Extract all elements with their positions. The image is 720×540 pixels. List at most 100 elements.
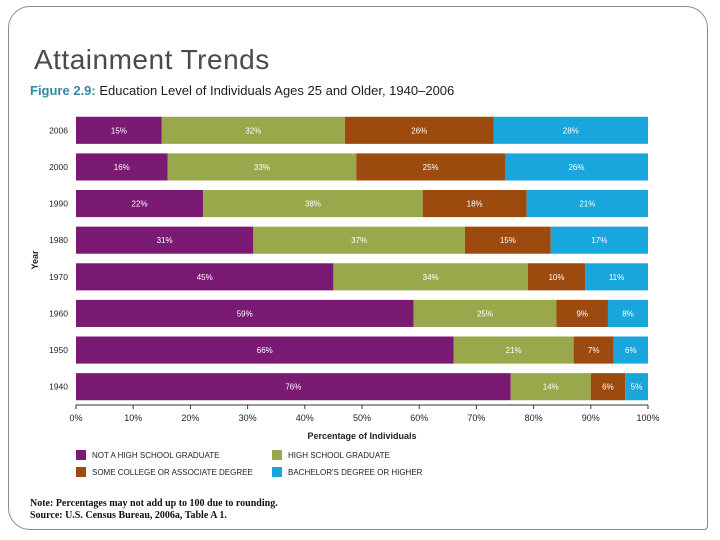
x-tick-label: 70% <box>467 413 485 423</box>
data-label-1940-1: 14% <box>543 383 559 392</box>
bar-segment-1960-3 <box>607 299 648 327</box>
legend-label: SOME COLLEGE OR ASSOCIATE DEGREE <box>92 467 253 477</box>
legend-label: HIGH SCHOOL GRADUATE <box>288 450 390 460</box>
bar-segment-1940-2 <box>590 373 626 401</box>
bar-segment-1990-1 <box>203 190 423 218</box>
y-tick-1980: 1980 <box>49 235 68 245</box>
data-label-2000-2: 25% <box>423 163 439 172</box>
y-axis-label: Year <box>30 250 40 270</box>
bar-segment-1940-0 <box>76 373 511 401</box>
bar-segment-1970-0 <box>76 263 334 291</box>
y-tick-1960: 1960 <box>49 308 68 318</box>
data-label-1990-3: 21% <box>579 200 595 209</box>
bar-segment-1940-3 <box>625 373 648 401</box>
x-tick-label: 60% <box>410 413 428 423</box>
legend-item-hs: HIGH SCHOOL GRADUATE <box>272 450 390 460</box>
data-label-2006-2: 26% <box>411 126 427 135</box>
x-tick-label: 20% <box>181 413 199 423</box>
bar-segment-2000-1 <box>167 153 357 181</box>
data-label-1970-0: 45% <box>197 273 213 282</box>
legend-swatch <box>272 467 282 477</box>
bar-segment-1950-3 <box>613 336 648 364</box>
bar-segment-1940-1 <box>510 373 591 401</box>
y-tick-2006: 2006 <box>49 125 68 135</box>
note-line: Note: Percentages may not add up to 100 … <box>30 498 278 509</box>
y-tick-1990: 1990 <box>49 199 68 209</box>
legend-swatch <box>272 450 282 460</box>
x-tick-label: 30% <box>239 413 257 423</box>
bar-segment-1960-1 <box>413 299 557 327</box>
bar-segment-2000-0 <box>76 153 168 181</box>
data-label-1980-2: 15% <box>500 236 516 245</box>
bar-segment-1950-2 <box>573 336 614 364</box>
x-tick-label: 80% <box>525 413 543 423</box>
bar-segment-2000-3 <box>505 153 648 181</box>
y-tick-2000: 2000 <box>49 162 68 172</box>
data-label-1980-3: 17% <box>591 236 607 245</box>
data-label-2000-3: 26% <box>568 163 584 172</box>
x-tick-label: 0% <box>69 413 82 423</box>
bar-segment-1980-1 <box>253 226 465 254</box>
data-label-1960-2: 9% <box>576 309 588 318</box>
figure-caption: Education Level of Individuals Ages 25 a… <box>99 83 455 98</box>
data-label-1980-0: 31% <box>157 236 173 245</box>
legend-swatch <box>76 450 86 460</box>
data-label-1960-0: 59% <box>237 309 253 318</box>
data-label-2000-1: 33% <box>254 163 270 172</box>
bar-segment-1980-0 <box>76 226 254 254</box>
x-tick-label: 100% <box>636 413 659 423</box>
data-label-1990-2: 18% <box>467 200 483 209</box>
x-tick-label: 50% <box>353 413 371 423</box>
chart-note: Note: Percentages may not add up to 100 … <box>30 498 278 522</box>
bar-segment-1960-0 <box>76 299 414 327</box>
data-label-1970-3: 11% <box>609 273 624 282</box>
data-label-1940-0: 76% <box>285 383 301 392</box>
bar-segment-2006-3 <box>493 116 648 144</box>
data-label-1960-1: 25% <box>477 309 493 318</box>
legend-item-not-hs: NOT A HIGH SCHOOL GRADUATE <box>76 450 219 460</box>
y-tick-1940: 1940 <box>49 382 68 392</box>
bar-segment-1970-3 <box>585 263 648 291</box>
bar-segment-2006-2 <box>344 116 494 144</box>
bar-segment-1960-2 <box>556 299 608 327</box>
x-axis-label: Percentage of Individuals <box>307 431 416 441</box>
data-label-1970-2: 10% <box>548 273 564 282</box>
data-label-2006-3: 28% <box>563 126 579 135</box>
x-tick-label: 40% <box>296 413 314 423</box>
x-tick-label: 90% <box>582 413 600 423</box>
data-label-2000-0: 16% <box>114 163 130 172</box>
bar-segment-1990-0 <box>76 190 204 218</box>
data-label-1940-2: 6% <box>602 383 614 392</box>
legend-item-bachelors: BACHELOR'S DEGREE OR HIGHER <box>272 467 422 477</box>
data-label-1990-0: 22% <box>132 200 148 209</box>
x-tick-label: 10% <box>124 413 142 423</box>
slide-frame <box>8 6 708 530</box>
data-label-1980-1: 37% <box>351 236 367 245</box>
source-line: Source: U.S. Census Bureau, 2006a, Table… <box>30 510 227 521</box>
data-label-1950-2: 7% <box>588 346 600 355</box>
bar-segment-1950-1 <box>453 336 574 364</box>
bar-segment-1970-2 <box>527 263 586 291</box>
legend-swatch <box>76 467 86 477</box>
y-tick-1970: 1970 <box>49 272 68 282</box>
data-label-2006-0: 15% <box>111 126 127 135</box>
bar-segment-1980-3 <box>550 226 648 254</box>
bar-segment-2006-1 <box>161 116 345 144</box>
data-label-1940-3: 5% <box>631 383 643 392</box>
data-label-1960-3: 8% <box>622 309 634 318</box>
legend: NOT A HIGH SCHOOL GRADUATE HIGH SCHOOL G… <box>76 450 636 482</box>
x-axis: 0% 10% 20% 30% 40% 50% 60% 70% 80% 90% 100% <box>69 404 660 423</box>
data-label-2006-1: 32% <box>245 126 261 135</box>
bar-segment-1950-0 <box>76 336 454 364</box>
figure-label: Figure 2.9: <box>30 83 96 98</box>
bar-segment-2000-2 <box>356 153 505 181</box>
data-label-1990-1: 38% <box>305 200 321 209</box>
data-label-1950-1: 21% <box>506 346 522 355</box>
bars-group: 15% 32% 26% 28% 16% 33% 25% 26% 22% 38% 18% 21% 31% 3… <box>76 116 648 401</box>
bar-segment-1970-1 <box>333 263 528 291</box>
slide-title: Attainment Trends <box>34 44 270 75</box>
figure-title: Figure 2.9: Education Level of Individua… <box>30 83 454 98</box>
legend-item-some-college: SOME COLLEGE OR ASSOCIATE DEGREE <box>76 467 253 477</box>
bar-segment-1980-2 <box>464 226 551 254</box>
